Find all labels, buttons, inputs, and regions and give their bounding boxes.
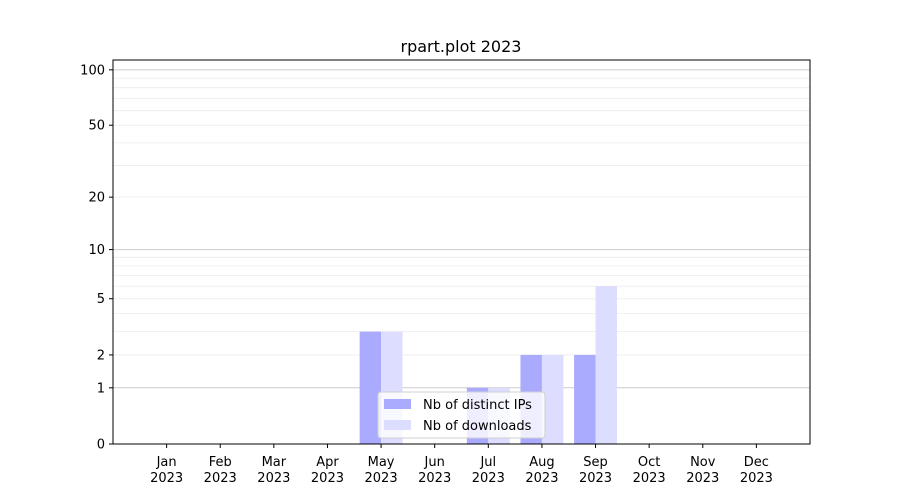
- x-tick-label: 2023: [579, 471, 612, 486]
- x-tick-label: Feb: [209, 455, 232, 470]
- legend-swatch: [384, 420, 411, 430]
- x-tick-label: Dec: [744, 455, 769, 470]
- y-tick-label: 50: [88, 119, 105, 134]
- plot-frame: [112, 59, 811, 445]
- x-tick-label: May: [368, 455, 395, 470]
- x-tick-label: 2023: [365, 471, 398, 486]
- bar-distinct-ips: [574, 354, 596, 444]
- y-tick-label: 20: [88, 191, 105, 206]
- x-tick-label: 2023: [418, 471, 451, 486]
- x-tick-label: Mar: [262, 455, 287, 470]
- x-tick-label: Oct: [638, 455, 660, 470]
- legend-box: [377, 391, 546, 439]
- x-tick-label: 2023: [525, 471, 558, 486]
- y-tick-label: 2: [97, 348, 105, 363]
- x-tick-label: Jul: [479, 455, 496, 470]
- x-tick-label: 2023: [633, 471, 666, 486]
- y-tick-label: 10: [88, 243, 105, 258]
- x-tick-label: 2023: [150, 471, 183, 486]
- bar-downloads: [595, 286, 617, 444]
- x-tick-label: Apr: [316, 455, 339, 470]
- legend: Nb of distinct IPs Nb of downloads: [377, 391, 546, 439]
- y-tick-label: 0: [97, 438, 105, 453]
- x-tick-label: Jan: [156, 455, 177, 470]
- x-tick-label: Sep: [583, 455, 608, 470]
- x-tick-label: 2023: [686, 471, 719, 486]
- x-tick-label: 2023: [204, 471, 237, 486]
- x-tick-label: 2023: [740, 471, 773, 486]
- legend-label: Nb of distinct IPs: [423, 398, 532, 413]
- y-tick-label: 100: [80, 63, 105, 78]
- x-tick-label: 2023: [472, 471, 505, 486]
- x-tick-label: Jun: [424, 455, 445, 470]
- legend-label: Nb of downloads: [423, 419, 532, 434]
- x-tick-label: 2023: [311, 471, 344, 486]
- y-tick-label: 1: [97, 381, 105, 396]
- chart-title: rpart.plot 2023: [401, 37, 522, 56]
- x-tick-label: Aug: [529, 455, 554, 470]
- x-tick-label: Nov: [690, 455, 716, 470]
- y-tick-label: 5: [97, 292, 105, 307]
- x-tick-label: 2023: [257, 471, 290, 486]
- legend-swatch: [384, 399, 411, 409]
- bar-distinct-ips: [359, 331, 382, 444]
- bar-downloads: [541, 354, 564, 444]
